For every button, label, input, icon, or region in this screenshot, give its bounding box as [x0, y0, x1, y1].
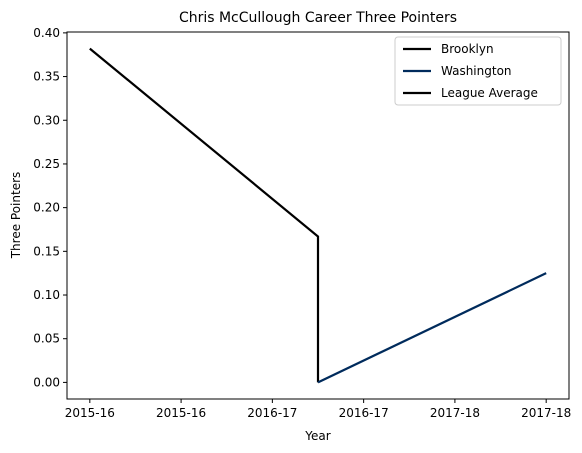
x-axis-title: Year	[304, 429, 330, 443]
legend-label: Washington	[441, 64, 512, 78]
legend-label: Brooklyn	[441, 42, 494, 56]
x-tick-label: 2015-16	[65, 406, 115, 420]
x-tick-label: 2017-18	[430, 406, 480, 420]
legend-box	[394, 36, 562, 106]
y-tick-label: 0.20	[33, 201, 60, 215]
x-tick-label: 2015-16	[156, 406, 206, 420]
series-line-washington	[317, 272, 547, 384]
x-tick-label: 2016-17	[339, 406, 389, 420]
series-lines	[89, 47, 547, 384]
x-axis-ticks: 2015-16 2015-16 2016-17 2016-17 2017-18 2017-…	[65, 399, 571, 420]
y-tick-label: 0.15	[33, 244, 60, 258]
legend-label: League Average	[441, 86, 538, 100]
series-line-brooklyn	[89, 47, 320, 383]
y-tick-label: 0.10	[33, 288, 60, 302]
x-tick-label: 2017-18	[521, 406, 571, 420]
y-axis-ticks: 0.00 0.05 0.10 0.15 0.20 0.25 0.30 0.35 0.40	[33, 26, 67, 389]
x-tick-label: 2016-17	[247, 406, 297, 420]
plot-frame	[66, 31, 570, 400]
y-tick-label: 0.40	[33, 26, 60, 40]
chart-title: Chris McCullough Career Three Pointers	[179, 10, 457, 26]
y-tick-label: 0.05	[33, 332, 60, 346]
y-axis-title: Three Pointers	[9, 172, 23, 260]
y-tick-label: 0.30	[33, 113, 60, 127]
y-tick-label: 0.35	[33, 70, 60, 84]
legend: Brooklyn Washington League Average	[394, 36, 562, 106]
y-tick-label: 0.25	[33, 157, 60, 171]
y-tick-label: 0.00	[33, 375, 60, 389]
